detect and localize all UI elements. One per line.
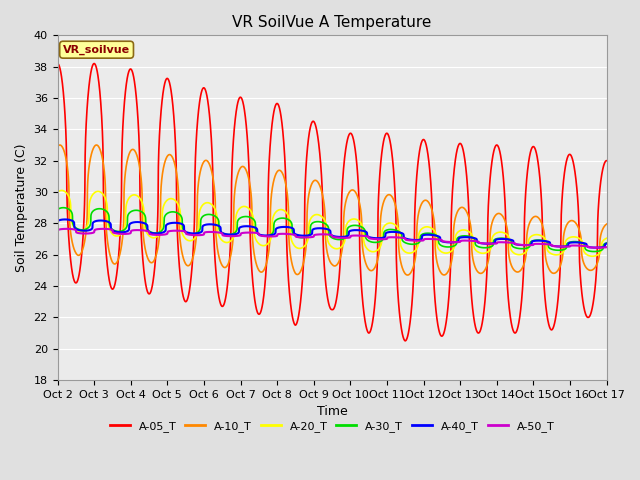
A-50_T [172, 228, 179, 234]
A-05_T [396, 306, 403, 312]
A-05_T [207, 129, 214, 134]
A-20_T [589, 253, 596, 259]
A-05_T [172, 134, 179, 140]
Line: A-40_T: A-40_T [58, 219, 607, 248]
A-30_T [603, 240, 611, 246]
A-50_T [54, 229, 61, 235]
A-50_T [386, 234, 394, 240]
A-40_T [172, 220, 179, 226]
A-20_T [603, 235, 611, 241]
A-40_T [592, 245, 600, 251]
A-05_T [401, 338, 409, 344]
A-50_T [100, 226, 108, 232]
Legend: A-05_T, A-10_T, A-20_T, A-30_T, A-40_T, A-50_T: A-05_T, A-10_T, A-20_T, A-30_T, A-40_T, … [106, 417, 559, 436]
A-40_T [396, 229, 403, 235]
A-10_T [207, 166, 215, 171]
A-20_T [550, 252, 558, 258]
A-30_T [603, 240, 611, 246]
A-30_T [54, 206, 61, 212]
Line: A-20_T: A-20_T [58, 191, 607, 256]
A-10_T [404, 272, 412, 278]
Text: VR_soilvue: VR_soilvue [63, 45, 130, 55]
A-05_T [602, 158, 610, 164]
A-40_T [207, 221, 215, 227]
A-30_T [590, 249, 598, 254]
Title: VR SoilVue A Temperature: VR SoilVue A Temperature [232, 15, 432, 30]
A-40_T [61, 216, 69, 222]
A-05_T [54, 60, 61, 66]
A-20_T [603, 235, 611, 241]
A-05_T [550, 321, 558, 326]
A-05_T [386, 136, 394, 142]
A-50_T [207, 229, 215, 235]
A-05_T [603, 158, 611, 164]
A-50_T [396, 235, 403, 240]
Line: A-10_T: A-10_T [58, 145, 607, 275]
Y-axis label: Soil Temperature (C): Soil Temperature (C) [15, 144, 28, 272]
A-20_T [207, 201, 215, 207]
Line: A-05_T: A-05_T [58, 63, 607, 341]
A-10_T [396, 250, 403, 256]
A-30_T [60, 205, 67, 211]
A-30_T [172, 209, 179, 215]
A-30_T [207, 212, 215, 217]
A-30_T [386, 227, 394, 232]
X-axis label: Time: Time [317, 405, 348, 418]
A-20_T [386, 220, 394, 226]
A-10_T [603, 221, 611, 227]
A-50_T [603, 244, 611, 250]
A-30_T [550, 247, 558, 253]
A-20_T [54, 189, 61, 195]
A-10_T [551, 270, 559, 276]
A-20_T [172, 198, 179, 204]
A-40_T [386, 229, 394, 235]
A-50_T [594, 245, 602, 251]
Line: A-50_T: A-50_T [58, 229, 607, 248]
Line: A-30_T: A-30_T [58, 208, 607, 252]
A-40_T [603, 241, 611, 247]
A-40_T [550, 243, 558, 249]
A-10_T [93, 142, 100, 148]
A-10_T [54, 144, 61, 150]
A-30_T [396, 229, 403, 235]
A-50_T [603, 244, 611, 250]
A-40_T [603, 240, 611, 246]
A-40_T [54, 218, 61, 224]
A-10_T [172, 163, 179, 169]
A-20_T [396, 228, 403, 234]
A-10_T [603, 221, 611, 227]
A-20_T [58, 188, 65, 193]
A-10_T [386, 192, 394, 198]
A-50_T [550, 243, 558, 249]
